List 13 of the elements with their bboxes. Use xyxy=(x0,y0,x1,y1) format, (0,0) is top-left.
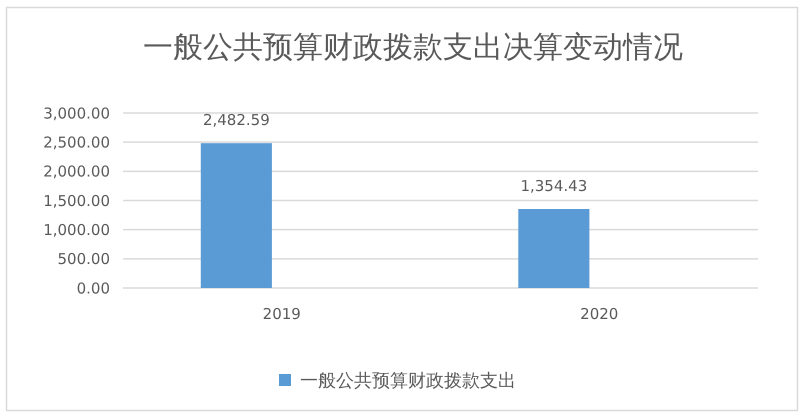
y-tick-label: 2,500.00 xyxy=(43,133,110,152)
data-label: 1,354.43 xyxy=(520,176,588,195)
legend-label: 一般公共预算财政拨款支出 xyxy=(300,370,516,392)
y-tick-label: 3,000.00 xyxy=(43,104,110,122)
y-tick-label: 1,500.00 xyxy=(43,192,110,210)
x-tick-label: 2020 xyxy=(580,305,618,323)
y-tick-label: 1,000.00 xyxy=(43,220,110,239)
y-tick-label: 2,000.00 xyxy=(43,162,110,181)
chart-title: 一般公共预算财政拨款支出决算变动情况 xyxy=(143,30,683,65)
y-tick-label: 0.00 xyxy=(76,279,110,298)
x-tick-label: 2019 xyxy=(262,305,301,323)
data-label: 2,482.59 xyxy=(202,111,270,130)
y-tick-label: 500.00 xyxy=(58,250,110,268)
